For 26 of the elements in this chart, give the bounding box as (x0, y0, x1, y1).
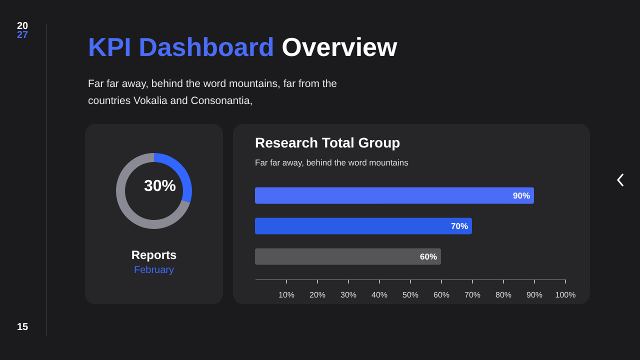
data-label: 60% (420, 252, 438, 262)
data-label: 90% (512, 190, 530, 200)
bar (255, 218, 472, 234)
text: Reports (131, 248, 177, 262)
chart-title: Research Total Group (255, 134, 400, 150)
x-tick-label: 30% (340, 290, 357, 300)
x-tick-label: 90% (526, 290, 543, 300)
x-tick-label: 100% (555, 290, 576, 300)
x-tick-label: 80% (495, 290, 512, 300)
bar (255, 187, 534, 204)
donut-slice (116, 153, 190, 229)
x-tick-label: 60% (433, 290, 450, 300)
x-tick-label: 70% (464, 290, 481, 300)
x-tick-label: 50% (402, 290, 419, 300)
x-tick-label: 20% (309, 290, 326, 300)
chart-subtitle: Far far away, behind the word mountains (255, 158, 408, 168)
text: 15 (17, 322, 28, 333)
text: KPI Dashboard Overview (88, 32, 398, 63)
data-label: 70% (450, 221, 468, 231)
data-label: 30% (144, 178, 176, 195)
text: Far far away, behind the word mountains, far from the countries Vokalia and Consonantia, (88, 77, 338, 109)
bar (255, 248, 441, 265)
text: 2027 (17, 21, 28, 41)
text: February (134, 265, 174, 276)
x-tick-label: 40% (371, 290, 388, 300)
x-tick-label: 10% (278, 290, 295, 300)
